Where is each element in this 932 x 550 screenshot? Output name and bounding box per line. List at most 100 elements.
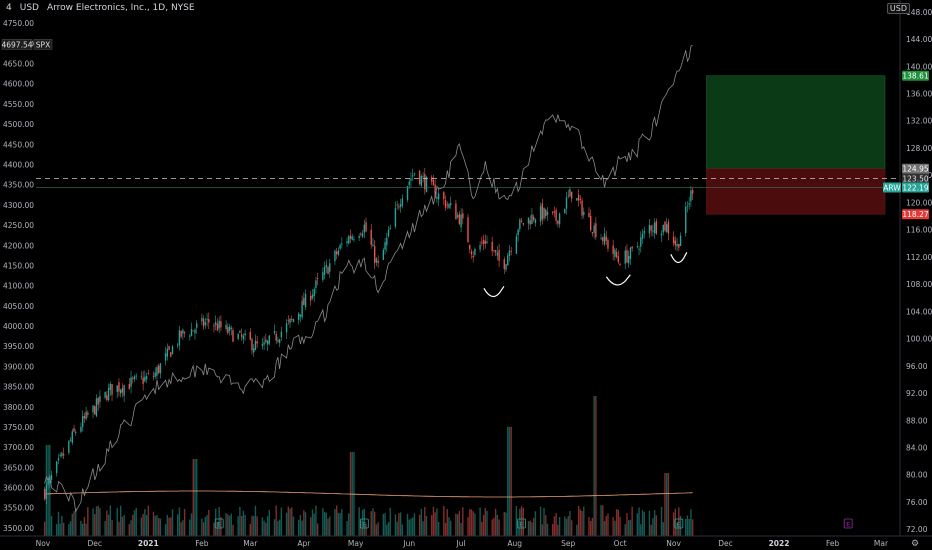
candle-body bbox=[589, 216, 592, 231]
volume-bar bbox=[156, 515, 158, 536]
left-tick-label: 4050.00 bbox=[3, 302, 34, 311]
volume-bar bbox=[652, 518, 654, 536]
earnings-marker-letter: E bbox=[677, 521, 681, 529]
candle-body bbox=[424, 174, 426, 190]
volume-bar bbox=[660, 506, 663, 536]
time-tick-label: May bbox=[348, 539, 364, 548]
annotation-low-1 bbox=[483, 285, 505, 298]
right-price-axis[interactable]: 148.00 144.00 140.00 136.00 132.00 128.00 124.… bbox=[899, 0, 932, 536]
candle-body bbox=[602, 237, 604, 242]
candle-body bbox=[496, 252, 499, 256]
candle-body bbox=[287, 320, 289, 322]
candle-body bbox=[394, 208, 397, 227]
candle-body bbox=[619, 264, 621, 266]
candle-body bbox=[263, 342, 265, 345]
target-price-tag-box bbox=[902, 70, 929, 81]
candle-body bbox=[588, 212, 590, 218]
candle-body bbox=[410, 178, 412, 181]
candle-body bbox=[119, 389, 122, 394]
candle-body bbox=[215, 322, 217, 325]
candle-body bbox=[225, 325, 227, 329]
volume-bar bbox=[462, 507, 464, 536]
candle-body bbox=[690, 190, 692, 202]
candle-body bbox=[256, 341, 258, 344]
volume-bar bbox=[507, 426, 509, 536]
candle-body bbox=[196, 323, 198, 328]
time-tick-label: Feb bbox=[826, 539, 840, 548]
volume-bar bbox=[73, 511, 75, 536]
candle-body bbox=[543, 208, 545, 219]
volume-bar bbox=[299, 515, 302, 536]
volume-bar bbox=[80, 520, 82, 536]
candle-body bbox=[660, 233, 663, 236]
candle-body bbox=[99, 396, 101, 402]
candle-body bbox=[612, 245, 614, 254]
annotation-low-2 bbox=[605, 274, 631, 286]
time-tick-label: Mar bbox=[874, 539, 889, 548]
right-tick-label: 72.00 bbox=[906, 525, 928, 534]
candle-body bbox=[132, 377, 134, 379]
candle-body bbox=[240, 334, 243, 337]
right-currency-button[interactable]: USD bbox=[886, 3, 910, 14]
candle-body bbox=[373, 246, 376, 263]
volume-bar bbox=[408, 519, 410, 536]
volume-bar bbox=[510, 426, 512, 536]
volume-bar bbox=[690, 509, 692, 536]
volume-bar bbox=[365, 523, 367, 536]
volume-bar bbox=[59, 523, 61, 536]
candle-body bbox=[116, 385, 118, 392]
candle-body bbox=[111, 383, 113, 395]
horizontal-levels bbox=[36, 178, 900, 188]
volume-bar bbox=[685, 518, 687, 536]
left-tick-label: 3850.00 bbox=[3, 383, 34, 392]
volume-bar bbox=[263, 520, 265, 536]
candle-body bbox=[382, 249, 385, 260]
volume-bar bbox=[87, 507, 89, 536]
volume-bar bbox=[570, 520, 573, 536]
left-currency-label[interactable]: USD bbox=[19, 3, 39, 13]
time-tick-label: 2022 bbox=[769, 539, 790, 548]
volume-bar bbox=[232, 524, 234, 536]
volume-bar bbox=[389, 507, 391, 536]
volume-bar bbox=[180, 522, 182, 536]
candle-body bbox=[346, 241, 348, 243]
volume-bar bbox=[493, 517, 495, 536]
volume-bar bbox=[99, 508, 101, 536]
candle-body bbox=[166, 348, 169, 357]
volume-bar bbox=[227, 514, 229, 536]
candle-body bbox=[183, 332, 186, 334]
right-tick-label: 96.00 bbox=[906, 362, 928, 371]
candle-body bbox=[365, 222, 367, 232]
volume-bar bbox=[130, 520, 132, 536]
last-price-tag-box bbox=[902, 182, 929, 193]
candle-body bbox=[557, 220, 559, 224]
volume-bar bbox=[434, 512, 436, 536]
volume-bar bbox=[396, 521, 398, 536]
candle-body bbox=[304, 293, 307, 308]
candle-body bbox=[159, 363, 162, 374]
candle-body bbox=[213, 325, 215, 327]
candle-body bbox=[133, 376, 136, 380]
time-tick-label: Nov bbox=[666, 539, 681, 548]
volume-bar bbox=[437, 521, 440, 536]
arw-symbol-tag: ARW bbox=[883, 184, 901, 193]
volume-bar bbox=[436, 508, 438, 536]
time-axis[interactable]: Nov Dec 2021 Feb Mar Apr May Jun Jul Aug Sep Oct Nov… bbox=[0, 535, 932, 548]
candle-body bbox=[679, 235, 682, 247]
settings-gear-icon[interactable]: ⚙ bbox=[911, 539, 919, 549]
candle-body bbox=[69, 439, 72, 441]
candle-body bbox=[650, 225, 652, 231]
volume-bar bbox=[152, 511, 155, 536]
time-tick-label: Feb bbox=[195, 539, 209, 548]
candle-body bbox=[121, 388, 124, 393]
volume-bar bbox=[496, 514, 499, 536]
volume-bar bbox=[624, 524, 626, 536]
candle-body bbox=[230, 327, 232, 330]
left-price-axis[interactable]: 4750.004700.004650.004600.004550.004500.… bbox=[3, 19, 34, 533]
symbol-title[interactable]: Arrow Electronics, Inc., 1D, NYSE bbox=[46, 3, 195, 13]
volume-bar bbox=[297, 519, 300, 536]
candle-body bbox=[50, 475, 53, 480]
candle-body bbox=[360, 233, 362, 235]
volume-bar bbox=[555, 513, 557, 536]
